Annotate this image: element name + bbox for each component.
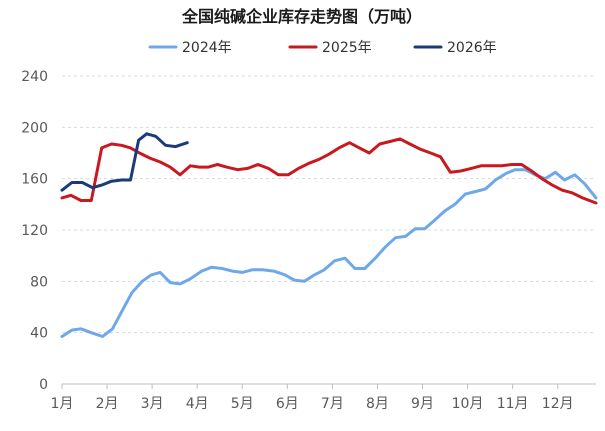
x-tick-label: 8月 [366, 396, 389, 412]
x-tick-label: 4月 [186, 396, 209, 412]
series-line-1 [60, 168, 598, 338]
y-tick-label: 200 [21, 120, 48, 136]
y-tick-label: 120 [21, 223, 48, 239]
series-lines [60, 132, 598, 338]
y-tick-label: 80 [30, 274, 48, 290]
x-tick-label: 2月 [96, 396, 119, 412]
x-tick-label: 3月 [141, 396, 164, 412]
chart-title: 全国纯碱企业库存走势图（万吨） [181, 7, 422, 26]
series-line-2 [60, 137, 598, 205]
x-tick-label: 10月 [452, 396, 484, 412]
y-tick-label: 240 [21, 69, 48, 85]
legend-label: 2025年 [322, 40, 372, 56]
x-tick-label: 7月 [321, 396, 344, 412]
series-line-3 [60, 132, 189, 192]
gridlines [62, 75, 596, 334]
x-tick-label: 11月 [497, 396, 529, 412]
x-tick-label: 6月 [276, 396, 299, 412]
legend-label: 2026年 [447, 40, 497, 56]
chart-legend: 2024年 2025年 2026年 [148, 40, 497, 56]
y-tick-label: 160 [21, 172, 48, 188]
y-axis-ticks: 0 40 80 120 160 200 240 [21, 69, 48, 393]
x-tick-label: 12月 [542, 396, 574, 412]
x-axis-ticks: 1月 2月 3月 4月 5月 6月 7月 8月 9月 10月 11月 12月 [51, 384, 574, 412]
y-tick-label: 0 [39, 377, 48, 393]
x-tick-label: 5月 [231, 396, 254, 412]
x-tick-label: 9月 [411, 396, 434, 412]
y-tick-label: 40 [30, 326, 48, 342]
legend-label: 2024年 [182, 40, 232, 56]
x-tick-label: 1月 [51, 396, 74, 412]
